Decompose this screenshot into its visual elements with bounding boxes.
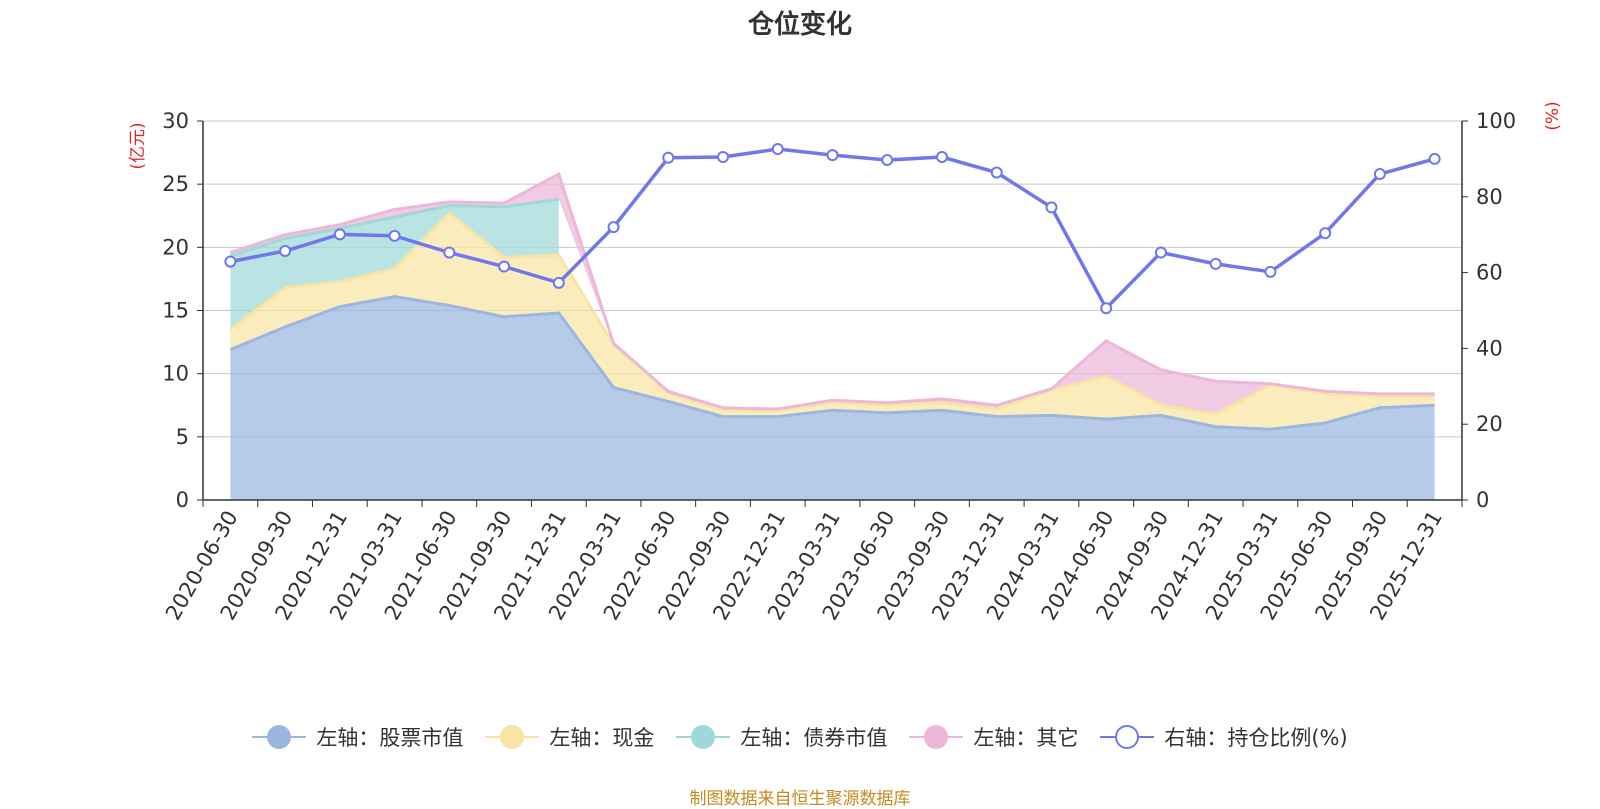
holding-ratio-point <box>935 151 948 164</box>
holding-ratio-point <box>717 151 730 164</box>
holding-ratio-point <box>1373 168 1386 181</box>
area-左轴：现金 <box>230 213 1435 430</box>
legend-item[interactable]: 左轴：债券市值 <box>676 722 887 752</box>
holding-ratio-point <box>1428 152 1441 165</box>
right-tick-label: 60 <box>1476 261 1503 285</box>
holding-ratio-point <box>881 154 894 167</box>
legend-marker-icon <box>485 724 540 750</box>
legend-label: 右轴：持仓比例(%) <box>1164 726 1348 750</box>
position-chart: 051015202530020406080100(亿元)(%)2020-06-3… <box>128 101 1563 624</box>
holding-ratio-point <box>1209 257 1222 270</box>
right-axis-unit: (%) <box>1543 101 1563 130</box>
holding-ratio-point <box>1154 246 1167 259</box>
right-tick-label: 0 <box>1476 488 1489 512</box>
area-edge-左轴：债券市值 <box>229 197 560 258</box>
left-tick-label: 25 <box>162 172 189 196</box>
left-tick-label: 30 <box>162 109 189 133</box>
right-tick-label: 40 <box>1476 336 1503 360</box>
area-edge-左轴：现金 <box>229 211 1435 416</box>
left-tick-label: 10 <box>162 362 189 386</box>
holding-ratio-point <box>443 246 456 259</box>
legend-item[interactable]: 右轴：持仓比例(%) <box>1100 722 1348 752</box>
area-edge-左轴：股票市值 <box>229 295 1435 431</box>
right-tick-label: 100 <box>1476 109 1516 133</box>
left-axis-unit: (亿元) <box>128 122 148 169</box>
holding-ratio-point <box>388 229 401 242</box>
holding-ratio-point <box>1264 265 1277 278</box>
left-tick-label: 0 <box>176 488 189 512</box>
holding-ratio-point <box>279 244 292 257</box>
holding-ratio-point <box>498 260 511 273</box>
legend-marker-icon <box>252 724 307 750</box>
legend-marker-icon <box>1100 724 1155 750</box>
holding-ratio-point <box>771 143 784 156</box>
holding-ratio-point <box>826 149 839 162</box>
left-tick-label: 20 <box>162 235 189 259</box>
right-tick-label: 80 <box>1476 185 1503 209</box>
holding-ratio-point <box>990 166 1003 179</box>
holding-ratio-point <box>552 276 565 289</box>
chart-legend: 左轴：股票市值 左轴：现金 左轴：债券市值 左轴：其它 右轴：持仓比例(%) <box>0 722 1600 752</box>
legend-label: 左轴：股票市值 <box>316 726 464 750</box>
holding-ratio-point <box>333 228 346 241</box>
legend-marker-icon <box>909 724 964 750</box>
legend-item[interactable]: 左轴：股票市值 <box>252 722 463 752</box>
chart-title: 仓位变化 <box>747 10 852 40</box>
legend-item[interactable]: 左轴：其它 <box>909 722 1078 752</box>
left-tick-label: 15 <box>162 299 189 323</box>
legend-marker-icon <box>676 724 731 750</box>
holding-ratio-point <box>1100 302 1113 315</box>
area-左轴：股票市值 <box>230 296 1435 500</box>
holding-ratio-point <box>607 221 620 234</box>
area-左轴：债券市值 <box>230 199 559 330</box>
legend-label: 左轴：其它 <box>973 726 1079 750</box>
right-tick-label: 20 <box>1476 412 1503 436</box>
holding-ratio-point <box>1045 201 1058 214</box>
area-edge-左轴：其它 <box>229 171 1435 411</box>
legend-label: 左轴：债券市值 <box>740 726 888 750</box>
legend-item[interactable]: 左轴：现金 <box>485 722 654 752</box>
left-tick-label: 5 <box>176 425 189 449</box>
holding-ratio-point <box>1319 227 1332 240</box>
legend-label: 左轴：现金 <box>549 726 655 750</box>
data-source-note: 制图数据来自恒生聚源数据库 <box>689 789 911 809</box>
holding-ratio-point <box>662 151 675 164</box>
holding-ratio-point <box>224 255 237 268</box>
